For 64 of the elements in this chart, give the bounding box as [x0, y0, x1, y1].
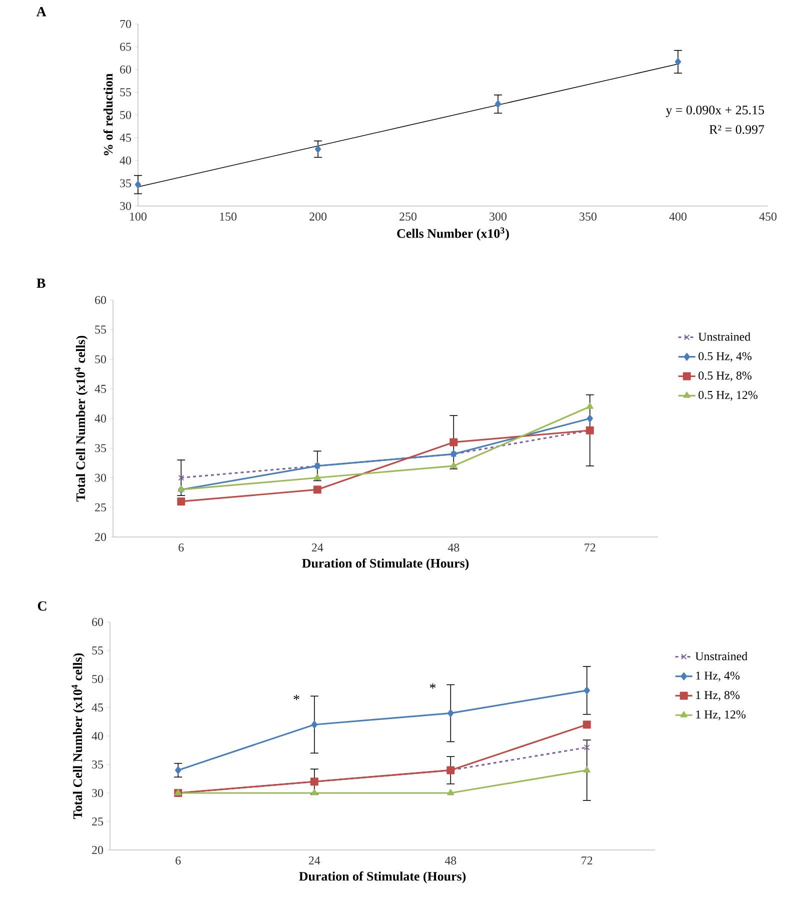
legend-label: 1 Hz, 12%: [696, 710, 746, 720]
chart-title: C: [38, 601, 46, 611]
x-tick-label: 100: [130, 212, 147, 221]
x-tick-label: 24: [308, 856, 320, 864]
x-tick-label: 250: [400, 212, 417, 221]
x-tick-label: 350: [580, 212, 597, 221]
chart-title: B: [36, 278, 46, 288]
x-axis-title: Duration of Stimulate (Hours): [299, 871, 466, 884]
y-tick-label: 30: [92, 788, 104, 798]
chart-title: A: [36, 6, 46, 16]
y-axis-title: % of reduction: [103, 74, 113, 156]
x-tick-label: 48: [448, 544, 460, 552]
y-tick-label: 55: [120, 88, 132, 96]
y-tick-label: 25: [95, 503, 106, 512]
annotation: R² = 0.997: [709, 125, 764, 134]
x-tick-label: 400: [669, 212, 687, 221]
legend-label: 0.5 Hz, 4%: [698, 352, 752, 362]
y-tick-label: 35: [95, 444, 106, 452]
legend-label: 0.5 Hz, 8%: [698, 372, 752, 382]
y-tick-label: 45: [94, 384, 106, 393]
y-tick-label: 20: [95, 532, 106, 542]
legend-label: 1 Hz, 4%: [696, 672, 740, 682]
y-tick-label: 50: [92, 674, 104, 684]
y-tick-label: 60: [92, 618, 104, 626]
x-axis-title: Duration of Stimulate (Hours): [302, 558, 469, 570]
x-tick-label: 6: [178, 544, 184, 552]
x-tick-label: 300: [490, 212, 507, 221]
legend-label: Unstrained: [698, 332, 750, 341]
y-tick-label: 50: [120, 110, 132, 120]
y-tick-label: 55: [95, 326, 106, 334]
x-tick-label: 24: [312, 544, 324, 552]
x-tick-label: 72: [584, 544, 596, 552]
x-tick-label: 48: [444, 856, 456, 865]
y-tick-label: 70: [120, 20, 132, 28]
x-axis-title: Cells Number (x10$^{3}$): [397, 227, 509, 241]
x-tick-label: 6: [176, 856, 181, 865]
legend-label: 1 Hz, 8%: [696, 691, 740, 701]
x-tick-label: 200: [310, 212, 327, 221]
y-axis-title: Total Cell Number (x10$^{4}$ cells): [74, 336, 88, 502]
y-tick-label: 45: [92, 704, 104, 712]
y-tick-label: 55: [92, 646, 104, 654]
y-tick-label: 30: [120, 202, 132, 210]
y-tick-label: 65: [120, 42, 132, 51]
y-tick-label: 60: [120, 65, 132, 74]
y-tick-label: 45: [120, 134, 132, 142]
y-tick-label: 50: [95, 355, 106, 364]
y-tick-label: 40: [92, 732, 104, 740]
y-tick-label: 25: [92, 817, 104, 826]
legend-label: 0.5 Hz, 12%: [698, 390, 758, 401]
annotation: *: [430, 683, 436, 689]
annotation: *: [294, 694, 300, 700]
y-tick-label: 30: [95, 474, 106, 482]
x-tick-label: 72: [582, 856, 592, 864]
y-tick-label: 40: [120, 156, 132, 165]
y-tick-label: 40: [94, 414, 106, 423]
y-tick-label: 35: [120, 179, 132, 188]
x-tick-label: 150: [220, 212, 237, 221]
annotation: y = 0.090x + 25.15: [666, 106, 764, 118]
legend-label: Unstrained: [695, 652, 748, 660]
y-tick-label: 20: [92, 846, 104, 854]
x-tick-label: 450: [759, 212, 777, 221]
y-tick-label: 60: [95, 296, 106, 304]
y-tick-label: 35: [92, 760, 104, 769]
y-axis-title: Total Cell Number (x10$^{4}$ cells): [72, 653, 85, 820]
